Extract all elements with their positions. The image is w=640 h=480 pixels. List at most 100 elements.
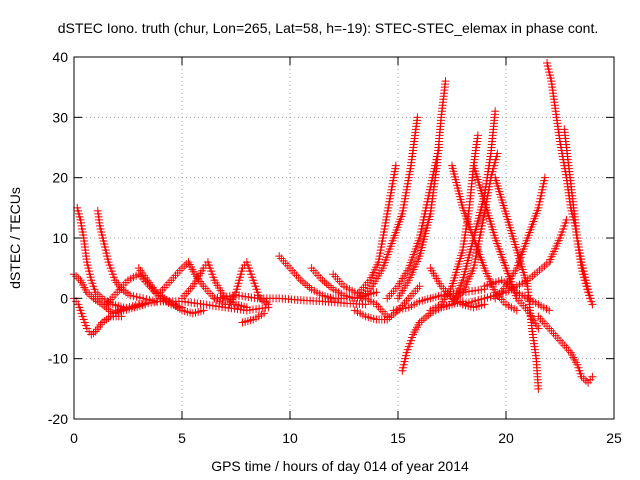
data-point [139, 294, 148, 303]
data-point [85, 290, 94, 299]
data-point [562, 215, 571, 224]
series-arc-03 [73, 203, 128, 312]
y-axis-label: dSTEC / TECUs [7, 187, 23, 289]
x-tick-label: 20 [498, 430, 514, 446]
series-arc-31 [491, 173, 549, 303]
data-point [415, 282, 424, 291]
data-point [102, 315, 111, 324]
data-point [301, 279, 310, 288]
data-point [129, 292, 138, 301]
data-point [588, 300, 597, 309]
data-point [588, 372, 597, 381]
data-point [419, 314, 428, 323]
data-point [93, 290, 102, 299]
data-point [473, 131, 482, 140]
y-tick-label: -20 [48, 411, 68, 427]
data-point [303, 281, 312, 290]
data-point [579, 374, 588, 383]
x-tick-label: 10 [282, 430, 298, 446]
data-point [100, 302, 109, 311]
data-point [320, 278, 329, 287]
series-arc-06 [134, 264, 208, 318]
data-point [126, 291, 135, 300]
data-point [262, 298, 271, 307]
data-point [87, 330, 96, 339]
data-point [456, 290, 465, 299]
series-arc-32 [480, 276, 554, 315]
data-point [385, 313, 394, 322]
series-arc-07 [156, 258, 230, 309]
data-point [296, 276, 305, 285]
data-point [154, 289, 163, 298]
data-point [158, 292, 167, 301]
data-point [260, 309, 269, 318]
data-point [298, 278, 307, 287]
data-point [448, 297, 456, 306]
data-point [180, 262, 189, 271]
data-point [104, 305, 113, 314]
data-point [175, 304, 184, 313]
series-arc-24 [426, 131, 482, 315]
data-point [173, 303, 182, 312]
axis-ticks: 0 5 10 15 20 25 -20 -10 0 10 20 30 40 [48, 49, 622, 446]
data-point [264, 300, 273, 309]
y-tick-label: 20 [52, 170, 68, 186]
data-point [577, 372, 586, 381]
data-point [167, 298, 176, 307]
data-point [372, 288, 381, 297]
data-point [117, 312, 126, 321]
data-point [441, 77, 450, 86]
x-axis-label: GPS time / hours of day 014 of year 2014 [211, 458, 469, 474]
data-point [100, 316, 109, 325]
data-point [424, 311, 433, 320]
data-point [91, 295, 100, 304]
data-point [324, 281, 333, 290]
y-tick-label: 10 [52, 230, 68, 246]
y-tick-label: 40 [52, 49, 68, 65]
data-point [512, 306, 521, 315]
series-arc-34 [560, 125, 595, 303]
x-tick-label: 25 [606, 430, 622, 446]
data-point [545, 306, 554, 315]
series-arc-27 [448, 161, 521, 315]
series-arc-17 [355, 161, 400, 297]
data-point [104, 313, 113, 322]
data-point [450, 295, 459, 304]
data-point [148, 296, 157, 305]
series-arc-12 [210, 291, 370, 309]
data-point [387, 311, 396, 320]
data-point [82, 288, 91, 297]
y-tick-label: -10 [48, 351, 68, 367]
series-arc-15 [329, 270, 392, 321]
series-arc-29 [491, 173, 543, 393]
data-point [178, 264, 186, 273]
data-point [95, 292, 104, 301]
plot-area [70, 59, 597, 393]
data-point [87, 292, 96, 301]
data-point [491, 107, 500, 116]
series-arc-18 [357, 113, 422, 303]
series-arc-10 [225, 258, 273, 309]
data-point [435, 143, 444, 152]
series-arc-21 [394, 77, 450, 303]
data-point [89, 294, 98, 303]
data-point [257, 295, 266, 304]
y-tick-label: 0 [60, 290, 68, 306]
data-point [72, 272, 81, 281]
x-tick-label: 15 [390, 430, 406, 446]
data-point [452, 293, 461, 302]
data-point [415, 318, 424, 327]
series-arc-35 [534, 312, 597, 387]
x-tick-label: 5 [178, 430, 186, 446]
x-tick-label: 0 [70, 430, 78, 446]
data-point [142, 295, 151, 304]
data-point [89, 329, 98, 338]
data-point [318, 276, 327, 285]
data-point [135, 293, 144, 302]
series-arc-22 [383, 143, 444, 303]
data-point [124, 289, 132, 298]
data-point [417, 316, 426, 325]
data-point [454, 291, 463, 300]
y-tick-label: 30 [52, 109, 68, 125]
